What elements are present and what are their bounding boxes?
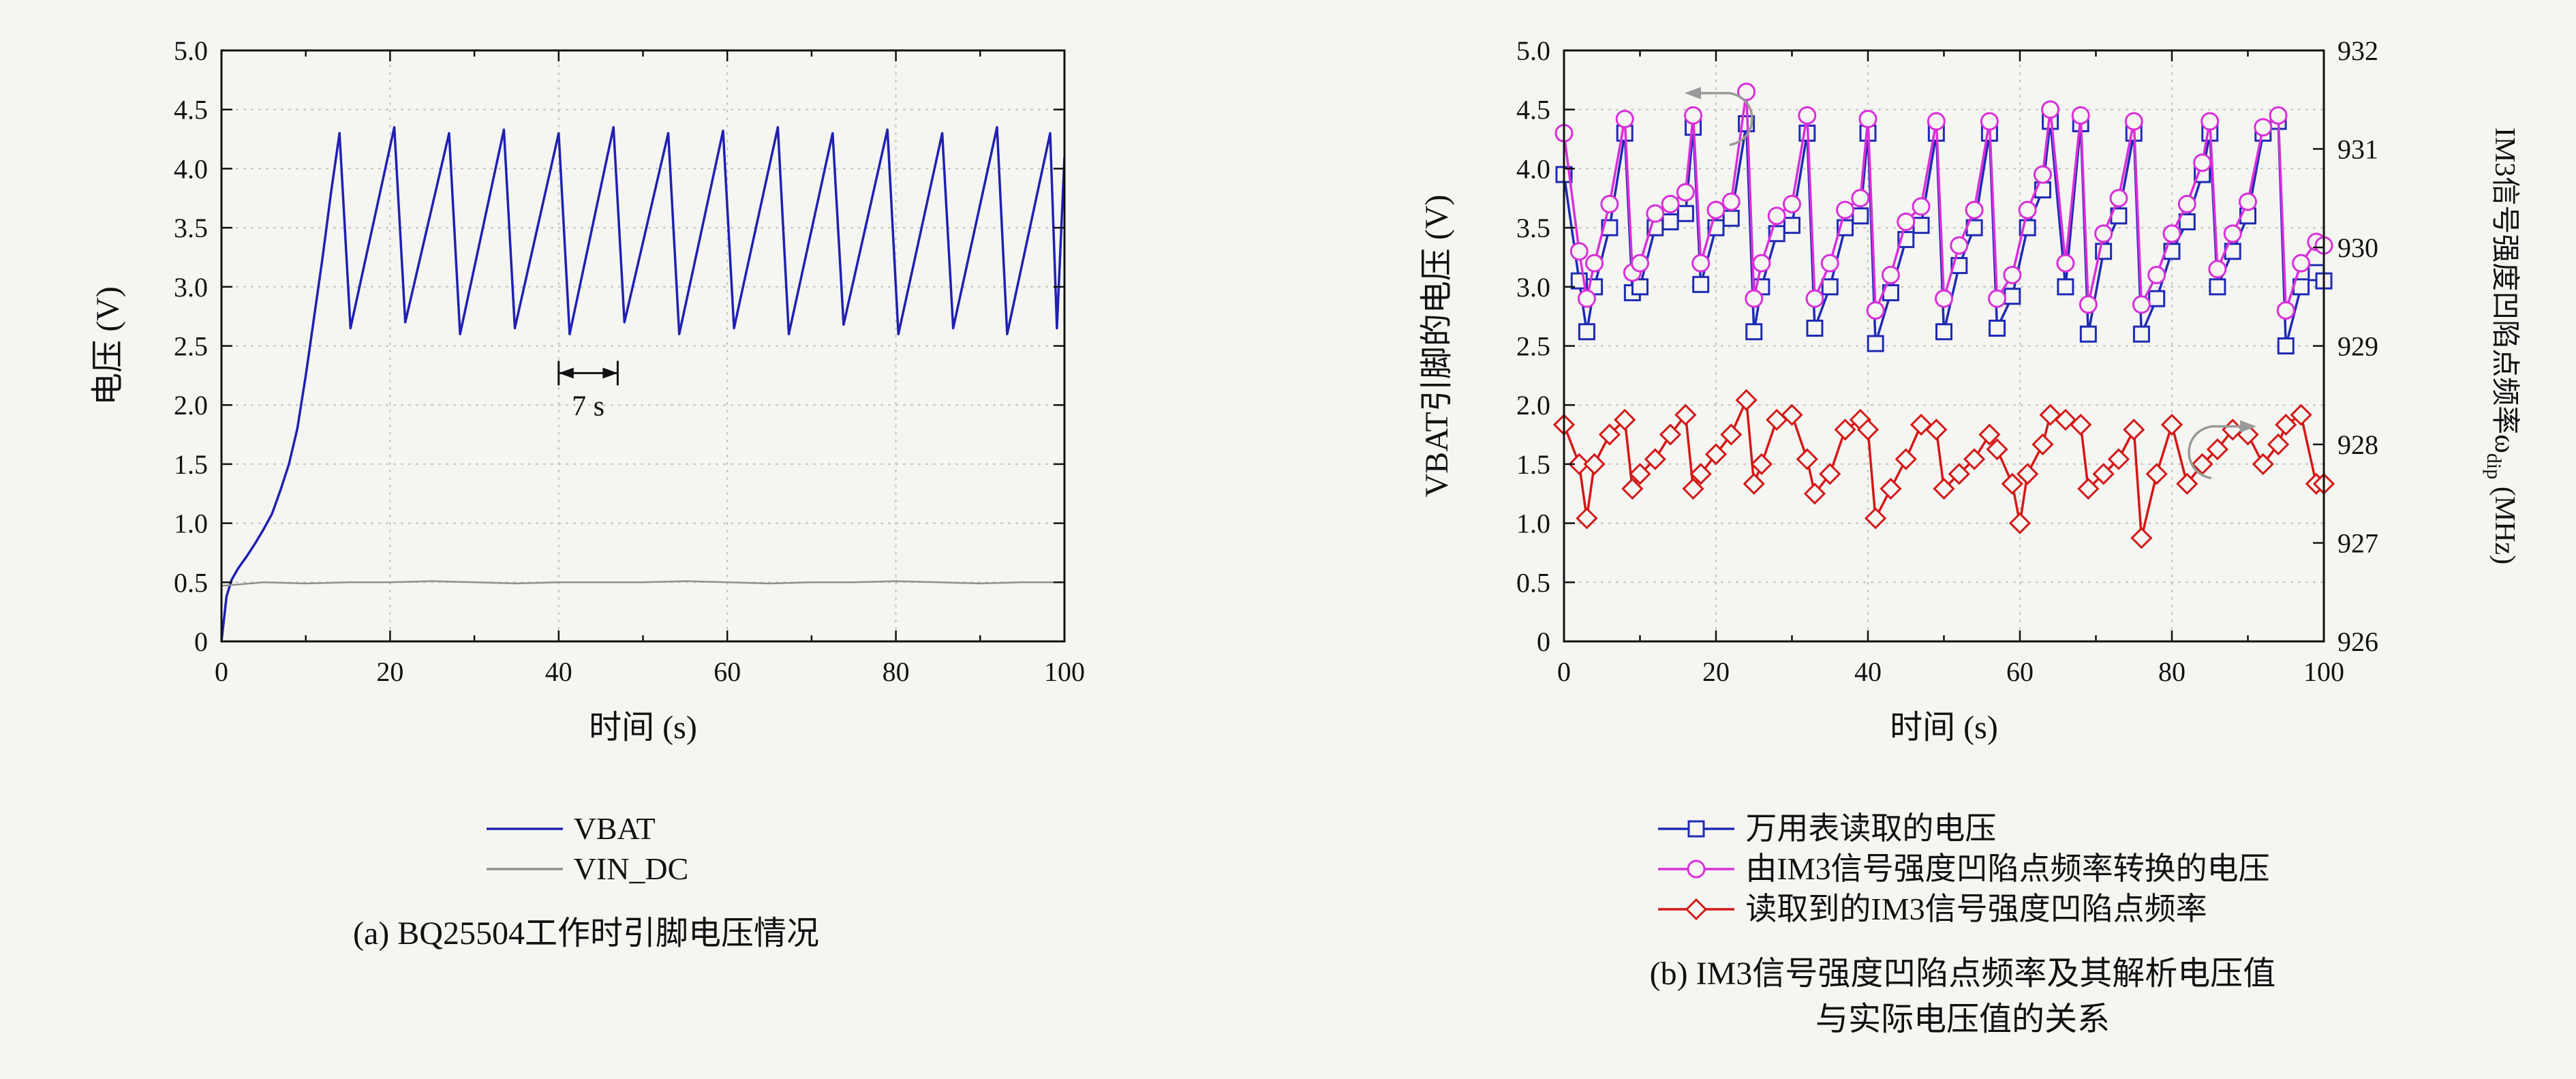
series-line-VIN_DC bbox=[221, 580, 1064, 587]
svg-text:40: 40 bbox=[1854, 656, 1882, 687]
svg-text:932: 932 bbox=[2337, 35, 2378, 66]
axis-labels: 0 20 40 60 80 100 0 0.5 1.0 1.5 2.0 2.5 3.0 3.5 4.0 4.5… bbox=[90, 35, 1085, 746]
svg-text:60: 60 bbox=[714, 656, 741, 687]
svg-text:4.0: 4.0 bbox=[1516, 153, 1550, 184]
chart-a: 0 20 40 60 80 100 0 0.5 1.0 1.5 2.0 2.5 3.0 3.5 4.0 4.5… bbox=[75, 18, 1097, 802]
svg-text:0.5: 0.5 bbox=[1516, 567, 1550, 598]
gridlines bbox=[221, 50, 1065, 642]
svg-text:1.0: 1.0 bbox=[1516, 508, 1550, 539]
svg-text:100: 100 bbox=[1044, 656, 1085, 687]
series-line-multimeter-voltage bbox=[1564, 120, 2324, 348]
svg-text:930: 930 bbox=[2337, 232, 2378, 263]
svg-text:926: 926 bbox=[2337, 626, 2378, 657]
svg-text:0: 0 bbox=[215, 656, 228, 687]
svg-text:3.5: 3.5 bbox=[174, 213, 208, 243]
svg-text:5.0: 5.0 bbox=[174, 35, 208, 66]
svg-text:5.0: 5.0 bbox=[1516, 35, 1550, 66]
axis-hint-arrow bbox=[2188, 420, 2257, 480]
figure-a-legend-item-1: VIN_DC bbox=[484, 851, 689, 887]
caption-b-line2: 与实际电压值的关系 bbox=[1815, 1001, 2110, 1037]
svg-text:3.0: 3.0 bbox=[174, 272, 208, 303]
svg-text:20: 20 bbox=[376, 656, 403, 687]
legend-a: VBAT VIN_DC bbox=[484, 811, 689, 887]
svg-text:20: 20 bbox=[1702, 656, 1730, 687]
series-line-VBAT bbox=[221, 125, 1064, 641]
figure-b-legend-item-1: 由IM3信号强度凹陷点频率转换的电压 bbox=[1655, 851, 2270, 887]
svg-text:1.5: 1.5 bbox=[174, 449, 208, 480]
legend-marker-none-icon bbox=[486, 868, 563, 871]
caption-a-line1: (a) BQ25504工作时引脚电压情况 bbox=[353, 915, 819, 952]
figure-a-plot: 0 20 40 60 80 100 0 0.5 1.0 1.5 2.0 2.5 3.0 3.5 4.0 4.5… bbox=[90, 35, 1085, 746]
legend-marker-none-icon bbox=[486, 827, 563, 831]
series-markers-multimeter-voltage bbox=[1555, 112, 2333, 354]
figure-a: 0 20 40 60 80 100 0 0.5 1.0 1.5 2.0 2.5 3.0 3.5 4.0 4.5… bbox=[75, 18, 1097, 956]
axis-hint-arrow bbox=[1685, 87, 1753, 147]
svg-text:VBAT引脚的电压 (V): VBAT引脚的电压 (V) bbox=[1419, 195, 1455, 498]
period-annotation bbox=[557, 361, 619, 386]
legend-marker-diamond-icon bbox=[1658, 898, 1735, 921]
svg-text:4.0: 4.0 bbox=[174, 153, 208, 184]
svg-text:0: 0 bbox=[194, 626, 208, 657]
figure-b: 0 20 40 60 80 100 0 0.5 1.0 1.5 2.0 2.5 3.0 3.5 4.0 4.5… bbox=[1404, 18, 2521, 1042]
svg-text:2.0: 2.0 bbox=[1516, 390, 1550, 421]
legend-label: 万用表读取的电压 bbox=[1745, 811, 1997, 846]
legend-label: VBAT bbox=[573, 811, 656, 846]
svg-text:时间 (s): 时间 (s) bbox=[589, 710, 697, 746]
svg-text:4.5: 4.5 bbox=[174, 95, 208, 125]
axis-labels: 0 20 40 60 80 100 0 0.5 1.0 1.5 2.0 2.5 3.0 3.5 4.0 4.5… bbox=[1419, 35, 2521, 746]
svg-text:时间 (s): 时间 (s) bbox=[1890, 710, 1998, 746]
legend-label: 由IM3信号强度凹陷点频率转换的电压 bbox=[1745, 851, 2270, 886]
svg-text:电压 (V): 电压 (V) bbox=[90, 286, 126, 406]
svg-text:100: 100 bbox=[2303, 656, 2344, 687]
legend-marker-circle-icon bbox=[1658, 860, 1735, 879]
series-markers-im3-dip-frequency bbox=[1552, 389, 2335, 549]
svg-text:3.0: 3.0 bbox=[1516, 272, 1550, 303]
svg-text:0: 0 bbox=[1557, 656, 1571, 687]
axis-ticks bbox=[1563, 49, 2325, 643]
svg-text:2.5: 2.5 bbox=[174, 331, 208, 362]
caption-b-line1: (b) IM3信号强度凹陷点频率及其解析电压值 bbox=[1649, 955, 2276, 992]
legend-b: 万用表读取的电压由IM3信号强度凹陷点频率转换的电压 读取到的IM3信号强度凹陷点… bbox=[1655, 811, 2270, 928]
y2-axis-label: IM3信号强度凹陷点频率ωdip (MHz) bbox=[2483, 127, 2521, 564]
svg-text:40: 40 bbox=[545, 656, 572, 687]
svg-text:928: 928 bbox=[2337, 429, 2378, 460]
series-line-im3-dip-frequency bbox=[1564, 399, 2324, 540]
svg-text:0.5: 0.5 bbox=[174, 567, 208, 598]
svg-text:80: 80 bbox=[883, 656, 910, 687]
figure-b-legend-item-0: 万用表读取的电压 bbox=[1655, 811, 1996, 847]
legend-marker-square-icon bbox=[1658, 820, 1735, 838]
figure-a-legend-item-0: VBAT bbox=[484, 811, 656, 847]
svg-text:1.5: 1.5 bbox=[1516, 449, 1550, 480]
svg-text:1.0: 1.0 bbox=[174, 508, 208, 539]
svg-text:929: 929 bbox=[2337, 331, 2378, 362]
period-annotation-text: 7 s bbox=[572, 391, 604, 422]
svg-text:80: 80 bbox=[2158, 656, 2186, 687]
series-layer bbox=[221, 125, 1064, 641]
svg-text:2.0: 2.0 bbox=[174, 390, 208, 421]
svg-text:4.5: 4.5 bbox=[1516, 95, 1550, 125]
svg-text:927: 927 bbox=[2337, 528, 2378, 559]
caption-a: (a) BQ25504工作时引脚电压情况 bbox=[353, 911, 819, 956]
svg-text:60: 60 bbox=[2006, 656, 2034, 687]
figure-b-legend-item-2: 读取到的IM3信号强度凹陷点频率 bbox=[1655, 892, 2207, 928]
series-markers-im3-converted-voltage bbox=[1554, 82, 2333, 320]
legend-label: VIN_DC bbox=[573, 851, 689, 886]
chart-b: 0 20 40 60 80 100 0 0.5 1.0 1.5 2.0 2.5 3.0 3.5 4.0 4.5… bbox=[1404, 18, 2521, 802]
series-layer bbox=[1552, 82, 2335, 549]
caption-b: (b) IM3信号强度凹陷点频率及其解析电压值 与实际电压值的关系 bbox=[1650, 951, 2276, 1042]
svg-text:0: 0 bbox=[1537, 626, 1550, 657]
svg-text:3.5: 3.5 bbox=[1516, 213, 1550, 243]
legend-label: 读取到的IM3信号强度凹陷点频率 bbox=[1745, 891, 2207, 926]
figure-b-plot: 0 20 40 60 80 100 0 0.5 1.0 1.5 2.0 2.5 3.0 3.5 4.0 4.5… bbox=[1419, 35, 2521, 746]
axis-ticks bbox=[220, 49, 1066, 643]
svg-text:2.5: 2.5 bbox=[1516, 331, 1550, 362]
figure-panel: 0 20 40 60 80 100 0 0.5 1.0 1.5 2.0 2.5 3.0 3.5 4.0 4.5… bbox=[75, 18, 2521, 1042]
svg-text:931: 931 bbox=[2337, 134, 2378, 165]
